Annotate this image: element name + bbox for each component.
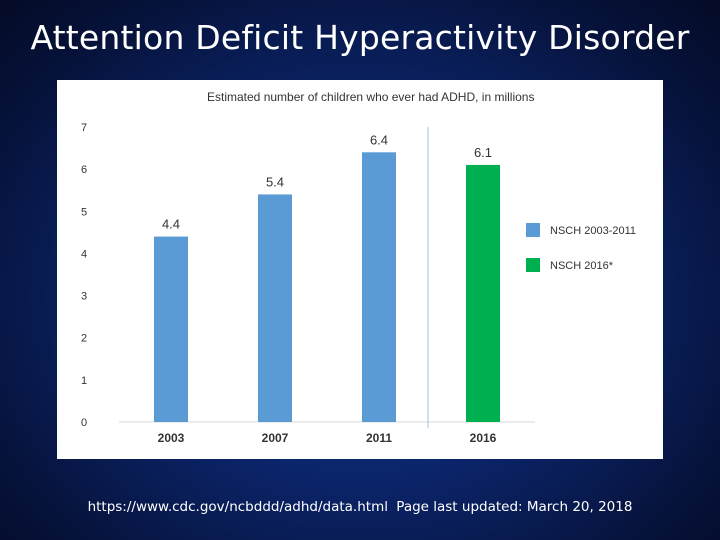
legend-swatch	[526, 258, 540, 272]
bars-group: 4.4 2003 5.4 2007 6.4 2011 6.1 2016	[119, 127, 535, 445]
source-updated: Page last updated: March 20, 2018	[396, 499, 633, 515]
y-axis: 0 1 2 3 4 5 6 7	[81, 122, 87, 429]
bar-value-label: 4.4	[162, 217, 180, 232]
x-tick-label: 2011	[366, 431, 392, 445]
adhd-bar-chart: Estimated number of children who ever ha…	[81, 90, 636, 445]
bar-value-label: 6.1	[474, 145, 492, 160]
y-tick-label: 1	[81, 375, 87, 387]
x-tick-label: 2016	[470, 431, 497, 445]
y-tick-label: 7	[81, 122, 87, 134]
source-footer: https://www.cdc.gov/ncbddd/adhd/data.htm…	[0, 496, 720, 518]
bar-2007	[258, 194, 292, 422]
x-tick-label: 2003	[158, 431, 185, 445]
legend-label: NSCH 2016*	[550, 260, 614, 272]
source-url[interactable]: https://www.cdc.gov/ncbddd/adhd/data.htm…	[87, 499, 388, 515]
legend-label: NSCH 2003-2011	[550, 225, 636, 237]
bar-value-label: 6.4	[370, 132, 388, 147]
slide-title: Attention Deficit Hyperactivity Disorder	[30, 18, 690, 57]
y-tick-label: 3	[81, 291, 87, 303]
y-tick-label: 5	[81, 206, 87, 218]
legend-swatch	[526, 223, 540, 237]
y-tick-label: 6	[81, 164, 87, 176]
y-tick-label: 2	[81, 333, 87, 345]
bar-value-label: 5.4	[266, 174, 284, 189]
chart-panel: Estimated number of children who ever ha…	[57, 80, 663, 459]
x-tick-label: 2007	[262, 431, 289, 445]
y-tick-label: 0	[81, 417, 87, 429]
chart-title: Estimated number of children who ever ha…	[207, 90, 534, 104]
bar-2011	[362, 152, 396, 422]
bar-2003	[154, 236, 188, 422]
y-tick-label: 4	[81, 248, 87, 260]
bar-2016	[466, 164, 500, 422]
legend: NSCH 2003-2011 NSCH 2016*	[526, 223, 636, 272]
